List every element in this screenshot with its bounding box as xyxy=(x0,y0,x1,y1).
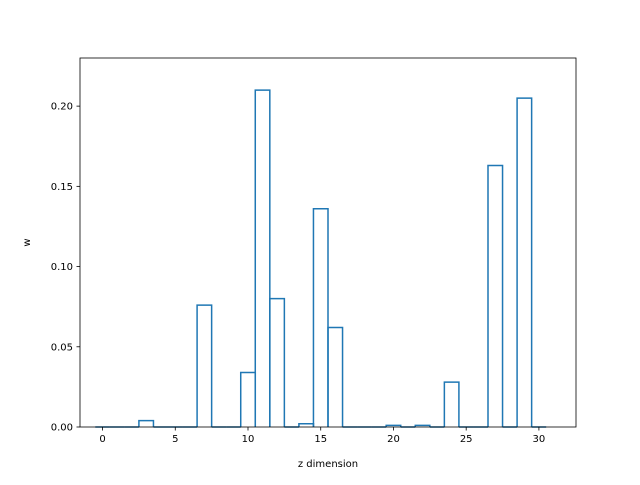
histogram-bar xyxy=(269,297,286,427)
y-tick-label: 0.05 xyxy=(51,342,73,353)
histogram-bar xyxy=(414,424,431,427)
y-tick-label: 0.00 xyxy=(51,423,73,434)
x-tick-label: 5 xyxy=(172,434,178,445)
y-tick-label: 0.15 xyxy=(51,182,73,193)
x-axis-label: z dimension xyxy=(298,459,358,470)
histogram-bar xyxy=(312,208,329,427)
histogram-bar xyxy=(443,381,460,427)
histogram-bar xyxy=(516,97,533,427)
histogram-bar xyxy=(138,419,155,427)
x-tick-label: 15 xyxy=(314,434,327,445)
histogram-bar xyxy=(385,424,402,427)
histogram-bar xyxy=(298,423,315,427)
ticks-layer: 0 5 10 15 20 25 30 0.00 0.05 0.10 0.15 0.20 xyxy=(51,102,546,445)
x-tick-label: 30 xyxy=(533,434,546,445)
histogram-bar xyxy=(254,89,271,427)
histogram-bar xyxy=(239,371,257,427)
histogram-bar xyxy=(327,326,344,427)
x-tick-label: 0 xyxy=(99,434,105,445)
x-tick-label: 10 xyxy=(242,434,255,445)
x-tick-label: 25 xyxy=(460,434,473,445)
histogram-bar xyxy=(196,304,213,427)
histogram-bar xyxy=(487,164,504,427)
y-tick-label: 0.10 xyxy=(51,262,73,273)
y-tick-label: 0.20 xyxy=(51,102,73,113)
x-tick-label: 20 xyxy=(387,434,400,445)
bars-layer xyxy=(95,89,547,428)
y-axis-label: w xyxy=(22,238,33,246)
plot-frame xyxy=(79,57,577,428)
